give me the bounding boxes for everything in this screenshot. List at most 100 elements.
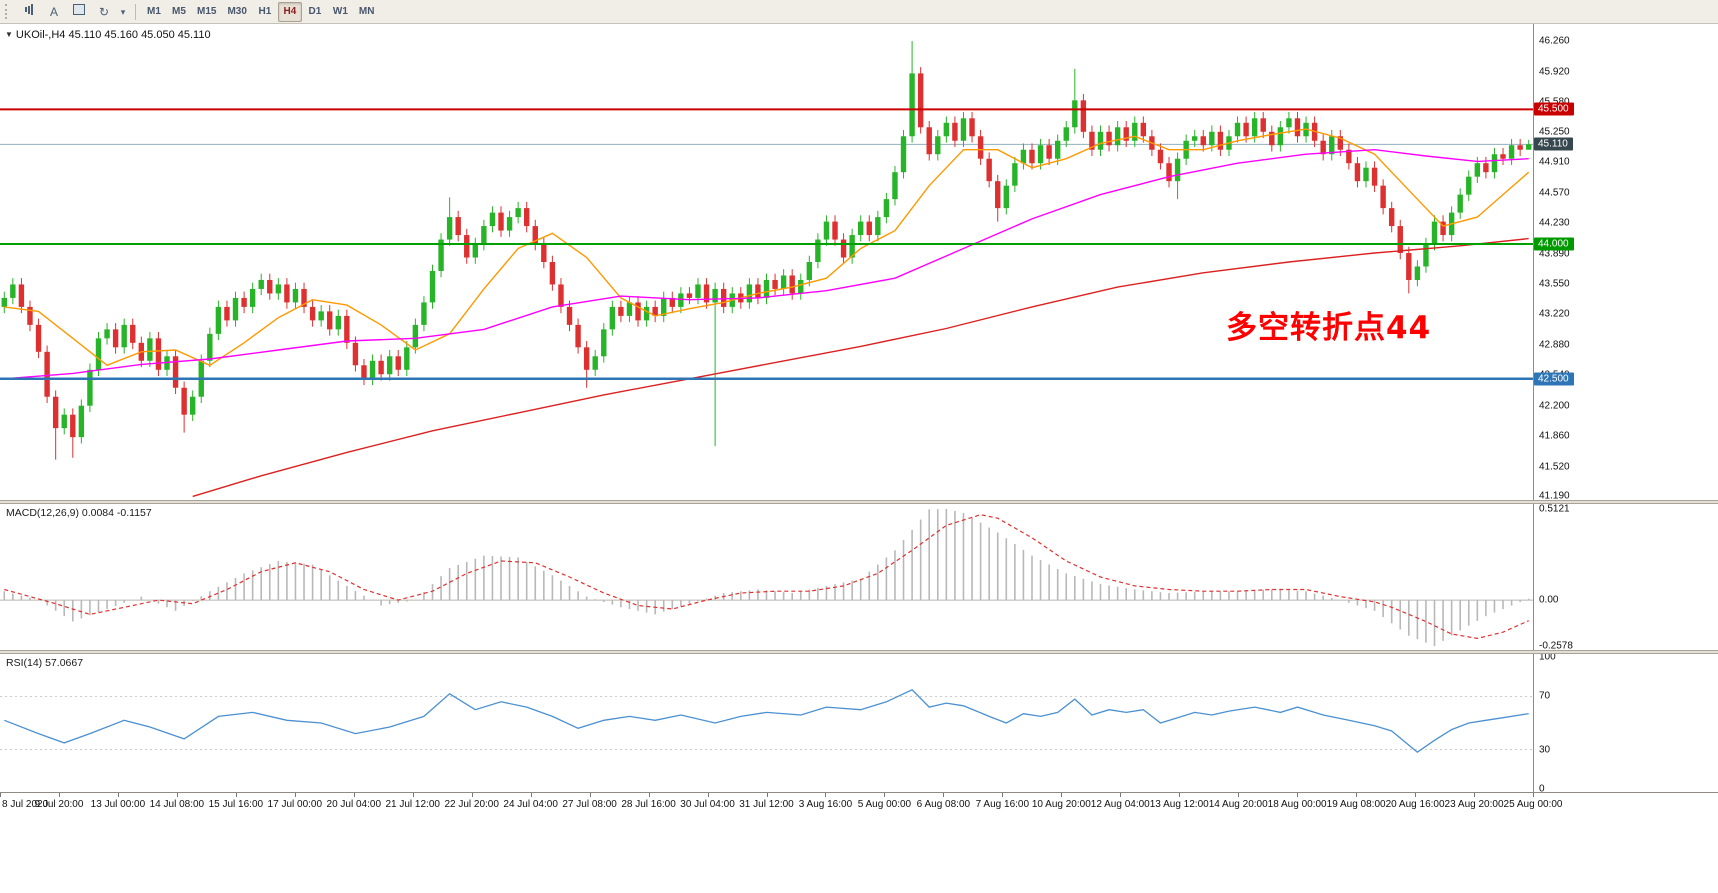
price-scale-label: 45.920	[1539, 66, 1570, 78]
timeframe-W1[interactable]: W1	[328, 2, 353, 22]
timeframe-MN[interactable]: MN	[354, 2, 380, 22]
macd-histogram	[3, 508, 1530, 647]
price-scale-label: 44.570	[1539, 187, 1570, 199]
box-glyph	[73, 4, 85, 15]
time-tick	[1061, 793, 1063, 797]
bar-glyph	[24, 7, 27, 12]
time-tick	[0, 793, 1, 797]
time-scale-label: 27 Jul 08:00	[562, 799, 617, 810]
time-scale-label: 5 Aug 00:00	[857, 799, 912, 810]
macd-scale-label: 0.00	[1539, 594, 1559, 606]
main-price-chart[interactable]	[0, 24, 1533, 500]
chart-bars-icon[interactable]	[17, 2, 41, 22]
time-tick	[943, 793, 945, 797]
time-tick	[825, 793, 827, 797]
chinese-annotation-text[interactable]: 多空转折点44	[1226, 310, 1432, 346]
pane-separator-rsi[interactable]	[0, 650, 1718, 654]
price-scale-label: 43.890	[1539, 248, 1570, 260]
price-scale[interactable]: 46.260 45.920 45.580 45.250 44.910 44.570 44.2…	[1533, 24, 1718, 795]
price-scale-label: 41.520	[1539, 461, 1570, 473]
timeframe-M15[interactable]: M15	[192, 2, 221, 22]
rsi-scale-label: 0	[1539, 783, 1545, 795]
time-tick	[1002, 793, 1004, 797]
time-scale[interactable]: 8 Jul 2020 9 Jul 20:00 13 Jul 00:00 14 Jul …	[0, 792, 1718, 817]
toolbar-icon-group: A ↻ ▾	[17, 2, 129, 22]
time-scale-label: 20 Jul 04:00	[326, 799, 382, 810]
rsi-scale-label: 30	[1539, 744, 1551, 756]
symbol-ohlc-label: ▼ UKOil-,H4 45.110 45.160 45.050 45.110	[5, 29, 211, 41]
charts-toolbar: A ↻ ▾ M1 M5 M15 M30 H1 H4 D1 W1 MN	[0, 0, 1718, 24]
price-scale-label: 46.260	[1539, 35, 1570, 47]
ma-mid-magenta-line	[4, 148, 1529, 380]
time-scale-label: 30 Jul 04:00	[680, 799, 735, 810]
rsi-indicator-pane[interactable]	[0, 654, 1533, 792]
time-scale-label: 31 Jul 12:00	[739, 799, 794, 810]
time-scale-label: 25 Aug 00:00	[1503, 799, 1563, 810]
time-tick	[58, 793, 60, 797]
toolbar-grip[interactable]	[5, 4, 11, 19]
price-badge-45.110: 45.110	[1534, 137, 1573, 151]
price-scale-label: 42.880	[1539, 339, 1570, 351]
time-scale-label: 28 Jul 16:00	[621, 799, 676, 810]
rsi-indicator-label: RSI(14) 57.0667	[6, 657, 84, 669]
price-badge-42.500: 42.500	[1534, 372, 1574, 386]
time-scale-label: 13 Aug 12:00	[1149, 799, 1209, 810]
price-scale-label: 45.580	[1539, 97, 1570, 108]
cycle-dropdown-caret-icon[interactable]: ▾	[117, 2, 129, 22]
candles-series	[1, 41, 1532, 460]
time-tick	[1179, 793, 1181, 797]
time-tick	[589, 793, 591, 797]
time-tick	[1474, 793, 1476, 797]
time-tick	[1415, 793, 1417, 797]
time-scale-label: 14 Aug 20:00	[1208, 799, 1268, 810]
time-scale-label: 21 Jul 12:00	[385, 799, 440, 810]
timeframe-M30[interactable]: M30	[222, 2, 251, 22]
timeframe-button-group: M1 M5 M15 M30 H1 H4 D1 W1 MN	[142, 1, 380, 22]
time-scale-label: 12 Aug 04:00	[1090, 799, 1150, 810]
ma-slow-red-line	[192, 237, 1529, 498]
time-tick	[1356, 793, 1358, 797]
annotation-letter-icon[interactable]: A	[42, 2, 66, 22]
time-scale-label: 24 Jul 04:00	[503, 799, 558, 810]
timeframe-H4[interactable]: H4	[277, 1, 302, 22]
rsi-scale-label: 70	[1539, 690, 1551, 702]
timeframe-D1[interactable]: D1	[303, 2, 327, 22]
timeframe-H1[interactable]: H1	[253, 2, 277, 22]
template-box-icon[interactable]	[67, 2, 91, 22]
dropdown-triangle-icon[interactable]: ▼	[5, 30, 13, 39]
pane-separator-macd[interactable]	[0, 500, 1718, 504]
symbol-ohlc-text: UKOil-,H4 45.110 45.160 45.050 45.110	[15, 29, 211, 41]
timeframe-M1[interactable]: M1	[142, 2, 166, 22]
time-tick	[412, 793, 414, 797]
price-scale-label: 41.190	[1539, 490, 1570, 502]
price-scale-label: 45.250	[1539, 126, 1570, 138]
time-scale-label: 18 Aug 00:00	[1267, 799, 1327, 810]
bar-glyph	[30, 4, 33, 15]
price-scale-label: 43.550	[1539, 278, 1570, 290]
price-scale-label: 42.200	[1539, 400, 1570, 412]
time-tick	[235, 793, 237, 797]
toolbar-separator	[135, 3, 136, 20]
time-tick	[766, 793, 768, 797]
time-tick	[1238, 793, 1240, 797]
time-tick	[294, 793, 296, 797]
macd-scale-label: -0.2578	[1539, 640, 1573, 652]
time-scale-label: 7 Aug 16:00	[975, 799, 1030, 810]
cycle-symbols-icon[interactable]: ↻	[92, 2, 116, 22]
time-tick	[1297, 793, 1299, 797]
macd-scale-label: 0.5121	[1539, 503, 1570, 515]
time-tick	[707, 793, 709, 797]
time-scale-label: 8 Jul 2020	[2, 799, 49, 810]
timeframe-M5[interactable]: M5	[167, 2, 191, 22]
rsi-scale-label: 100	[1539, 651, 1556, 663]
time-scale-label: 3 Aug 16:00	[798, 799, 853, 810]
macd-indicator-pane[interactable]	[0, 504, 1533, 650]
price-scale-label: 43.220	[1539, 308, 1570, 320]
time-tick	[353, 793, 355, 797]
rsi-line	[4, 689, 1529, 754]
time-tick	[117, 793, 119, 797]
time-tick	[1120, 793, 1122, 797]
time-tick	[176, 793, 178, 797]
time-tick	[530, 793, 532, 797]
